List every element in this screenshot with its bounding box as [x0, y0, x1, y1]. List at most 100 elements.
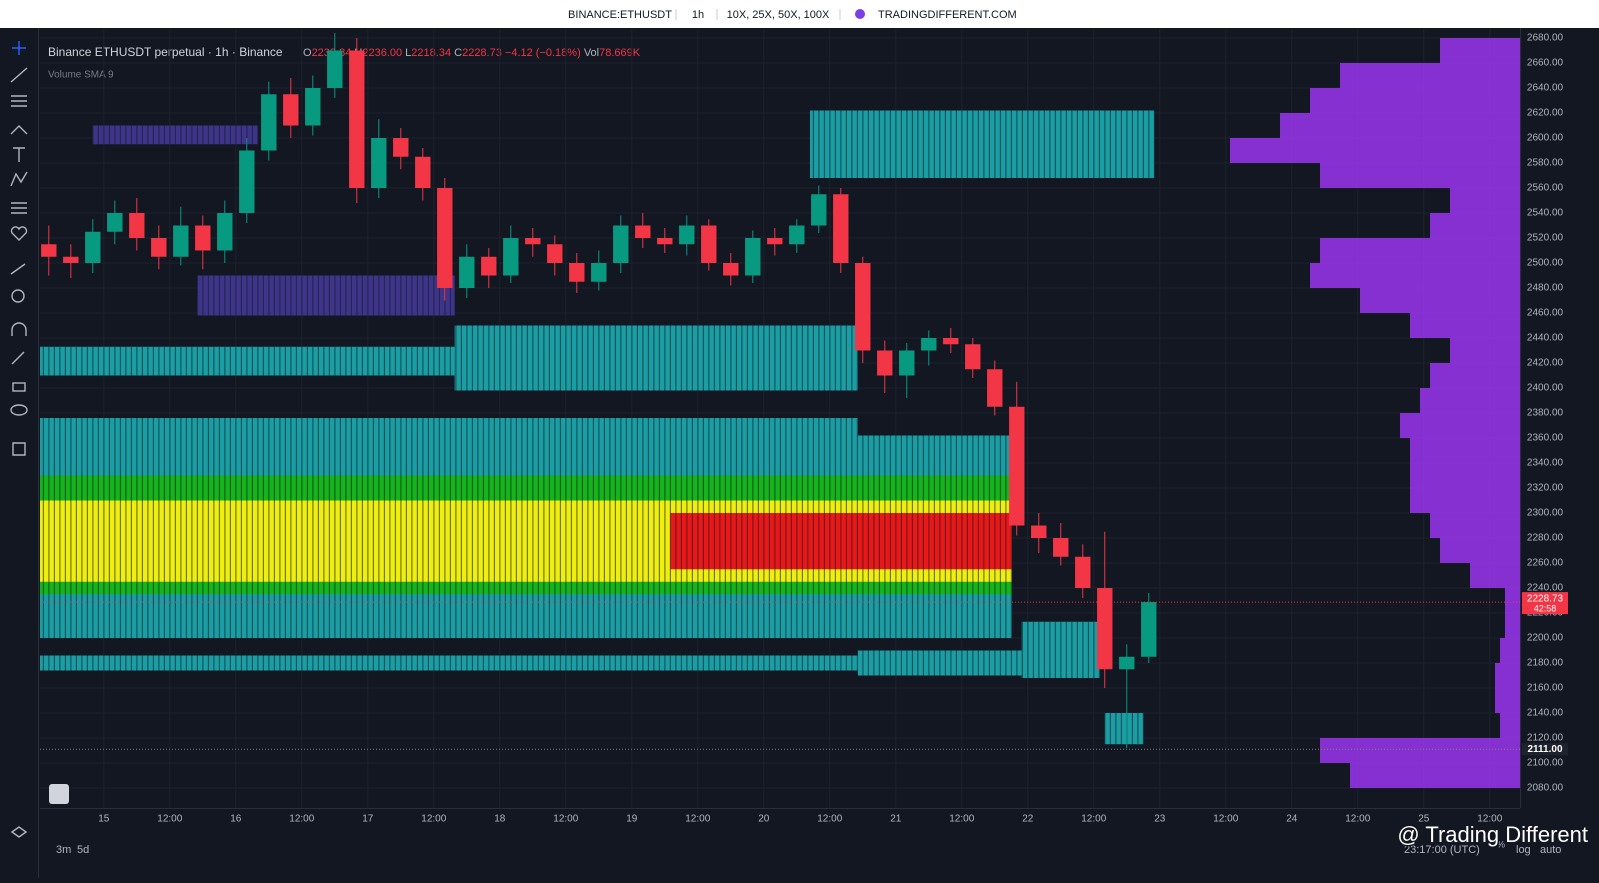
candle-body	[877, 350, 893, 376]
profile-bar	[1310, 263, 1520, 288]
x-tick-label: 16	[230, 814, 242, 825]
profile-bar	[1500, 638, 1520, 663]
clock: 23:17:00 (UTC)	[1404, 844, 1480, 856]
x-tick-label: 21	[890, 814, 902, 825]
volume: 78.669K	[599, 47, 641, 59]
candle-body	[591, 263, 607, 282]
range-5d[interactable]: 5d	[77, 844, 89, 856]
y-tick-label: 2320.00	[1527, 483, 1564, 494]
log-toggle[interactable]: log	[1516, 844, 1531, 856]
candle-body	[679, 225, 695, 245]
y-tick-label: 2480.00	[1527, 283, 1564, 294]
profile-bar	[1410, 313, 1520, 338]
candle-body	[723, 263, 739, 276]
x-tick-label: 12:00	[1477, 814, 1502, 825]
o-label: O	[303, 47, 312, 59]
candle-body	[327, 50, 343, 88]
x-tick-label: 12:00	[289, 814, 314, 825]
y-tick-label: 2680.00	[1527, 33, 1564, 44]
candle-body	[921, 338, 937, 351]
profile-bar	[1495, 688, 1520, 713]
top-bar	[0, 0, 1599, 28]
range-3m[interactable]: 3m	[56, 844, 71, 856]
zone-texture	[1104, 713, 1144, 745]
candle-body	[349, 50, 365, 188]
y-tick-label: 2100.00	[1527, 758, 1564, 769]
x-tick-label: 12:00	[1213, 814, 1238, 825]
y-tick-label: 2260.00	[1527, 558, 1564, 569]
candle-body	[855, 263, 871, 351]
candle-body	[547, 244, 563, 263]
y-tick-label: 2400.00	[1527, 383, 1564, 394]
candle-body	[525, 238, 541, 245]
zone-texture	[454, 325, 858, 391]
y-tick-label: 2120.00	[1527, 733, 1564, 744]
change: −4.12 (−0.18%)	[505, 47, 581, 59]
candle-body	[789, 225, 805, 245]
zone-texture	[1021, 621, 1100, 678]
profile-bar	[1505, 588, 1520, 613]
candle-body	[745, 238, 761, 276]
zone-texture	[857, 650, 1022, 676]
candle-body	[1031, 525, 1047, 538]
profile-bar	[1440, 538, 1520, 563]
y-tick-label: 2460.00	[1527, 308, 1564, 319]
profile-bar	[1420, 388, 1520, 413]
y-tick-label: 2300.00	[1527, 508, 1564, 519]
candle-body	[1141, 602, 1157, 657]
y-tick-label: 2640.00	[1527, 83, 1564, 94]
separators	[675, 9, 841, 20]
percent-toggle[interactable]: %	[1497, 839, 1505, 849]
profile-bar	[1350, 763, 1520, 788]
x-tick-label: 12:00	[421, 814, 446, 825]
profile-bar	[1360, 288, 1520, 313]
candle-body	[1097, 588, 1113, 670]
profile-bar	[1320, 163, 1520, 188]
candle-body	[107, 213, 123, 232]
zone-texture	[809, 110, 1155, 178]
profile-bar	[1410, 438, 1520, 463]
x-tick-label: 23	[1154, 814, 1166, 825]
tv-logo[interactable]	[49, 784, 69, 804]
c-label: C	[454, 47, 462, 59]
site-logo	[855, 9, 865, 19]
profile-bar	[1450, 338, 1520, 363]
x-tick-label: 18	[494, 814, 506, 825]
y-tick-label: 2280.00	[1527, 533, 1564, 544]
profile-bar	[1280, 113, 1520, 138]
watermark: @ Trading Different	[1397, 822, 1588, 847]
profile-bar	[1430, 363, 1520, 388]
tool-icons[interactable]	[10, 41, 28, 838]
zone-texture	[40, 655, 858, 671]
auto-toggle[interactable]: auto	[1540, 844, 1561, 856]
interval[interactable]: 1h	[692, 9, 704, 21]
legend-title: Binance ETHUSDT perpetual · 1h · Binance	[48, 45, 283, 59]
y-tick-label: 2180.00	[1527, 658, 1564, 669]
indicator[interactable]: Volume SMA 9	[48, 70, 114, 81]
candle-body	[481, 256, 497, 276]
candle-body	[811, 194, 827, 226]
symbol[interactable]: BINANCE:ETHUSDT	[568, 9, 672, 21]
y-tick-label: 2660.00	[1527, 58, 1564, 69]
y-tick-label: 2200.00	[1527, 633, 1564, 644]
profile-bar	[1230, 138, 1520, 163]
profile-bar	[1430, 513, 1520, 538]
y-tick-label: 2620.00	[1527, 108, 1564, 119]
x-tick-label: 12:00	[157, 814, 182, 825]
candle-body	[415, 156, 431, 188]
profile-bar	[1505, 613, 1520, 638]
profile-bar	[1450, 188, 1520, 213]
candle-body	[635, 225, 651, 238]
y-tick-label: 2380.00	[1527, 408, 1564, 419]
candle-body	[371, 138, 387, 188]
profile-bar	[1410, 463, 1520, 488]
zone-texture	[92, 125, 258, 145]
y-tick-label: 2420.00	[1527, 358, 1564, 369]
candle-body	[261, 94, 277, 151]
y-tick-label: 2500.00	[1527, 258, 1564, 269]
y-tick-label: 2600.00	[1527, 133, 1564, 144]
close: 2228.73	[462, 47, 502, 59]
x-tick-label: 17	[362, 814, 374, 825]
profile-bar	[1310, 88, 1520, 113]
x-tick-label: 20	[758, 814, 770, 825]
